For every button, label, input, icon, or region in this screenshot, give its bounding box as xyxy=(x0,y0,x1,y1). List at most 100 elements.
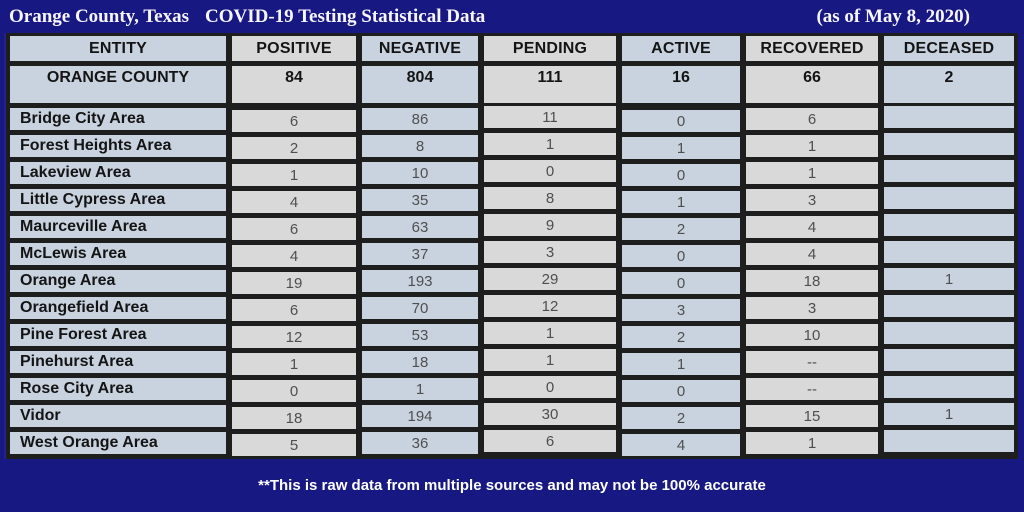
value-cell: 4 xyxy=(232,191,356,213)
title-date: (as of May 8, 2020) xyxy=(816,5,970,27)
summary-recovered-cell: 66 xyxy=(746,66,878,103)
value-cell xyxy=(884,106,1014,128)
value-cell: 1 xyxy=(362,378,478,400)
value-cell: 70 xyxy=(362,297,478,319)
value-cell: 53 xyxy=(362,324,478,346)
value-cell: 0 xyxy=(622,110,740,132)
value-cell: 1 xyxy=(746,162,878,184)
value-cell: 8 xyxy=(362,135,478,157)
column-header-pending: PENDING xyxy=(484,36,616,61)
title-location: Orange County, Texas xyxy=(9,5,190,27)
value-cell: 9 xyxy=(484,214,616,236)
value-cell: 35 xyxy=(362,189,478,211)
value-cell: 6 xyxy=(232,299,356,321)
entity-cell: McLewis Area xyxy=(10,243,226,265)
value-cell: 5 xyxy=(232,434,356,456)
entity-cell: Rose City Area xyxy=(10,378,226,400)
column-header-recovered: RECOVERED xyxy=(746,36,878,61)
value-cell: 4 xyxy=(746,243,878,265)
column-header-active: ACTIVE xyxy=(622,36,740,61)
page-title: COVID-19 Testing Statistical Data xyxy=(205,5,486,27)
value-cell: 0 xyxy=(484,376,616,398)
summary-deceased-cell: 2 xyxy=(884,66,1014,103)
value-cell: 12 xyxy=(232,326,356,348)
entity-cell: Little Cypress Area xyxy=(10,189,226,211)
value-cell: 4 xyxy=(232,245,356,267)
value-cell: 0 xyxy=(622,380,740,402)
value-cell: 15 xyxy=(746,405,878,427)
value-cell xyxy=(884,160,1014,182)
value-cell: 1 xyxy=(746,432,878,454)
value-cell: -- xyxy=(746,351,878,373)
value-cell: 1 xyxy=(484,322,616,344)
value-cell: 29 xyxy=(484,268,616,290)
value-cell: 19 xyxy=(232,272,356,294)
value-cell xyxy=(884,376,1014,398)
value-cell: 1 xyxy=(884,403,1014,425)
entity-cell: Orangefield Area xyxy=(10,297,226,319)
value-cell: 0 xyxy=(622,164,740,186)
value-cell: 18 xyxy=(362,351,478,373)
value-cell: 193 xyxy=(362,270,478,292)
value-cell: 2 xyxy=(622,407,740,429)
value-cell xyxy=(884,295,1014,317)
value-cell xyxy=(884,133,1014,155)
value-cell: 1 xyxy=(232,164,356,186)
value-cell: 86 xyxy=(362,108,478,130)
entity-cell: Pinehurst Area xyxy=(10,351,226,373)
value-cell: 0 xyxy=(484,160,616,182)
value-cell: 1 xyxy=(622,353,740,375)
value-cell xyxy=(884,214,1014,236)
value-cell: 18 xyxy=(232,407,356,429)
value-cell: 0 xyxy=(622,272,740,294)
value-cell: 63 xyxy=(362,216,478,238)
summary-active-cell: 16 xyxy=(622,66,740,103)
value-cell: 1 xyxy=(622,137,740,159)
summary-entity-cell: ORANGE COUNTY xyxy=(10,66,226,103)
entity-cell: Lakeview Area xyxy=(10,162,226,184)
column-header-deceased: DECEASED xyxy=(884,36,1014,61)
value-cell: 3 xyxy=(622,299,740,321)
value-cell: 12 xyxy=(484,295,616,317)
summary-positive-cell: 84 xyxy=(232,66,356,103)
value-cell: 11 xyxy=(484,106,616,128)
value-cell: 0 xyxy=(232,380,356,402)
value-cell: 10 xyxy=(362,162,478,184)
value-cell: -- xyxy=(746,378,878,400)
disclaimer-note: **This is raw data from multiple sources… xyxy=(258,477,766,494)
value-cell: 1 xyxy=(484,349,616,371)
value-cell: 2 xyxy=(622,326,740,348)
value-cell: 4 xyxy=(746,216,878,238)
value-cell: 6 xyxy=(484,430,616,452)
value-cell: 1 xyxy=(484,133,616,155)
summary-pending-cell: 111 xyxy=(484,66,616,103)
value-cell: 4 xyxy=(622,434,740,456)
value-cell: 0 xyxy=(622,245,740,267)
value-cell: 1 xyxy=(746,135,878,157)
value-cell: 3 xyxy=(484,241,616,263)
value-cell: 2 xyxy=(622,218,740,240)
value-cell: 6 xyxy=(232,110,356,132)
value-cell xyxy=(884,430,1014,452)
column-header-entity: ENTITY xyxy=(10,36,226,61)
value-cell: 8 xyxy=(484,187,616,209)
value-cell xyxy=(884,187,1014,209)
entity-cell: West Orange Area xyxy=(10,432,226,454)
covid-stats-table: ENTITY POSITIVE NEGATIVE PENDING ACTIVE … xyxy=(4,33,1018,459)
value-cell xyxy=(884,349,1014,371)
value-cell: 6 xyxy=(746,108,878,130)
column-header-negative: NEGATIVE xyxy=(362,36,478,61)
value-cell: 18 xyxy=(746,270,878,292)
value-cell: 30 xyxy=(484,403,616,425)
value-cell: 3 xyxy=(746,297,878,319)
entity-cell: Forest Heights Area xyxy=(10,135,226,157)
entity-cell: Maurceville Area xyxy=(10,216,226,238)
value-cell xyxy=(884,322,1014,344)
entity-cell: Pine Forest Area xyxy=(10,324,226,346)
value-cell: 1 xyxy=(884,268,1014,290)
value-cell: 1 xyxy=(622,191,740,213)
value-cell: 6 xyxy=(232,218,356,240)
value-cell: 36 xyxy=(362,432,478,454)
value-cell: 194 xyxy=(362,405,478,427)
value-cell: 2 xyxy=(232,137,356,159)
